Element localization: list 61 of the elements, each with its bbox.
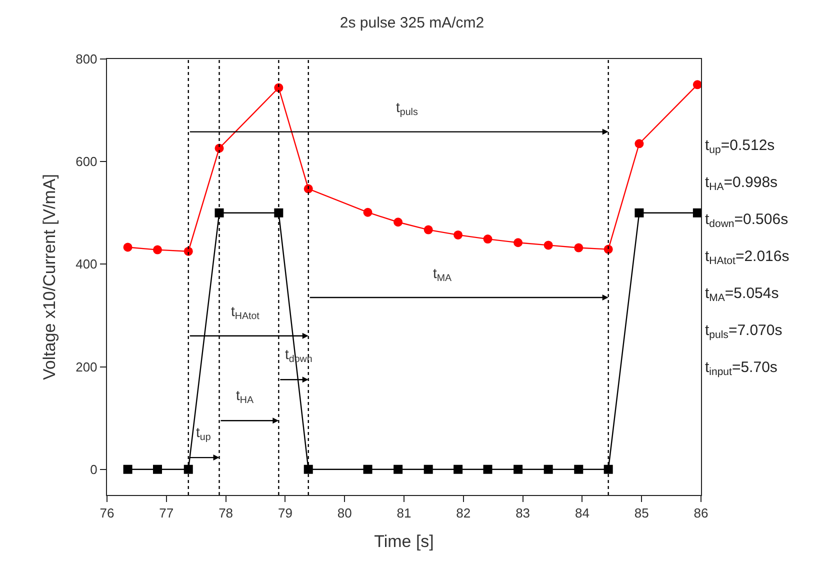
point — [634, 139, 644, 148]
point — [574, 464, 584, 474]
point — [123, 242, 132, 252]
point — [574, 243, 584, 252]
point — [363, 208, 372, 217]
annotation: t$_{up}$ — [196, 424, 212, 443]
x-tick-label: 80 — [337, 506, 352, 521]
point — [274, 208, 284, 218]
point — [692, 80, 701, 90]
point — [214, 208, 224, 218]
point — [304, 464, 313, 474]
point — [483, 234, 492, 244]
annotation: t$_{puls}$ — [396, 99, 418, 118]
annotation: t$_{HAtot}$ — [231, 303, 260, 322]
x-tick-label: 83 — [516, 506, 530, 521]
point — [454, 464, 463, 474]
y-tick-label: 600 — [76, 154, 98, 170]
x-tick-label: 84 — [574, 506, 590, 521]
point — [363, 464, 372, 474]
point — [424, 464, 433, 474]
x-tick-label: 82 — [456, 506, 471, 521]
y-tick-label: 800 — [76, 52, 98, 67]
point — [514, 464, 523, 474]
point — [514, 238, 523, 248]
x-axis-title: Time [s] — [374, 532, 434, 552]
x-tick-label: 81 — [396, 506, 412, 521]
x-tick-label: 86 — [694, 506, 708, 521]
point — [152, 245, 162, 254]
x-tick-label: 76 — [100, 506, 114, 521]
chart-title: 2s pulse 325 mA/cm2 — [340, 14, 484, 32]
x-tick-label: 85 — [634, 506, 649, 521]
y-tick-label: 0 — [90, 462, 98, 477]
annotation: t$_{HA}$ — [236, 387, 254, 406]
point — [424, 225, 433, 234]
x-tick-label: 79 — [278, 506, 292, 521]
point — [483, 464, 492, 474]
point — [544, 464, 553, 474]
text: t$_{HA}$=0.998s — [705, 174, 778, 194]
point — [634, 208, 644, 218]
y-axis-title: Voltage x10/Current [V/mA] — [40, 174, 60, 380]
text: t$_{up}$=0.512s — [705, 137, 775, 156]
point — [394, 464, 403, 474]
x-tick-label: 78 — [218, 506, 234, 521]
point — [123, 464, 132, 474]
x-tick-label: 77 — [159, 506, 174, 521]
point — [692, 208, 701, 218]
text: t$_{MA}$=5.054s — [705, 285, 779, 304]
point — [544, 240, 553, 250]
point — [304, 184, 313, 194]
text: t$_{down}$=0.506s — [705, 211, 788, 230]
point — [184, 464, 193, 474]
point — [152, 464, 162, 474]
text: t$_{puls}$=7.070s — [705, 322, 782, 342]
y-tick-label: 200 — [76, 359, 98, 374]
text: t$_{input}$=5.70s — [705, 359, 778, 378]
point — [454, 230, 463, 240]
point — [604, 464, 613, 474]
y-tick-label: 400 — [76, 256, 98, 272]
text: t$_{HAtot}$=2.016s — [705, 248, 790, 268]
annotation: t$_{MA}$ — [433, 265, 452, 284]
point — [394, 218, 403, 227]
